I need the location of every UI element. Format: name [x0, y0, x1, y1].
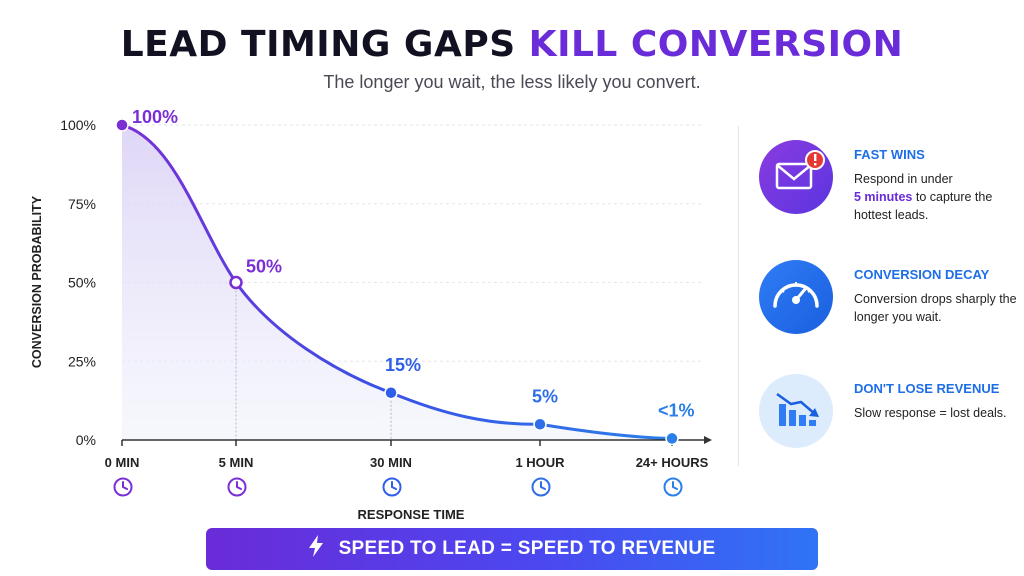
- conversion-chart: 100% 75% 50% 25% 0% 0 MIN 5 MIN 30 MIN 1 HOUR 24…: [30, 107, 712, 522]
- data-point: [115, 118, 129, 132]
- data-point: [533, 417, 547, 431]
- fast-wins-card: FAST WINS Respond in under 5 minutes to c…: [759, 140, 1019, 222]
- y-tick-label: 75%: [68, 196, 96, 212]
- conversion-decay-card: CONVERSION DECAY Conversion drops sharpl…: [759, 260, 1019, 340]
- y-tick-label: 25%: [68, 353, 96, 369]
- x-tick-label: 0 MIN: [105, 455, 140, 470]
- card-title: CONVERSION DECAY: [854, 267, 990, 282]
- data-label: 50%: [246, 257, 282, 277]
- y-tick-label: 0%: [76, 432, 96, 448]
- data-point: [384, 386, 398, 400]
- card-body: Slow response = lost deals.: [854, 406, 1007, 420]
- data-point: [665, 431, 679, 446]
- card-highlight: 5 minutes: [854, 190, 913, 204]
- banner-text: SPEED TO LEAD = SPEED TO REVENUE: [338, 538, 716, 559]
- x-tick-label: 5 MIN: [219, 455, 254, 470]
- x-tick-label: 30 MIN: [370, 455, 412, 470]
- insights-panel: FAST WINS Respond in under 5 minutes to c…: [738, 126, 1019, 466]
- data-point: [229, 275, 243, 290]
- card-body: Conversion drops sharply the longer you …: [854, 292, 1017, 324]
- title-accent: KILL CONVERSION: [528, 24, 904, 65]
- series-line: [121, 123, 673, 440]
- lightning-bolt-icon: [308, 535, 323, 563]
- data-label: <1%: [658, 400, 695, 420]
- envelope-alert-icon: [759, 140, 833, 214]
- title-main: LEAD TIMING GAPS: [120, 24, 529, 65]
- card-body-text: Respond in under: [854, 172, 953, 186]
- clock-icon: [113, 477, 133, 497]
- data-label: 15%: [385, 355, 421, 375]
- clock-icon: [531, 477, 551, 497]
- y-tick-label: 50%: [68, 275, 96, 291]
- y-tick-label: 100%: [60, 117, 96, 133]
- card-title: FAST WINS: [854, 147, 925, 162]
- speedometer-icon: [759, 260, 833, 334]
- x-tick-label: 1 HOUR: [515, 455, 565, 470]
- dont-lose-revenue-card: DON'T LOSE REVENUE Slow response = lost …: [759, 374, 1019, 454]
- card-title: DON'T LOSE REVENUE: [854, 381, 1000, 396]
- x-tick-label: 24+ HOURS: [636, 455, 709, 470]
- chart-title: LEAD TIMING GAPS KILL CONVERSION: [0, 24, 1024, 65]
- clock-icon: [382, 477, 402, 497]
- clock-icon: [227, 477, 247, 497]
- cta-banner: SPEED TO LEAD = SPEED TO REVENUE: [206, 528, 818, 570]
- clock-icon: [663, 477, 683, 497]
- x-axis-label: RESPONSE TIME: [358, 507, 465, 522]
- card-body: Respond in under 5 minutes to capture the…: [854, 170, 1019, 224]
- chart-subtitle: The longer you wait, the less likely you…: [323, 72, 701, 92]
- declining-bars-icon: [759, 374, 833, 448]
- data-label: 5%: [532, 386, 558, 406]
- area-fill: [122, 125, 672, 440]
- y-axis-label: CONVERSION PROBABILITY: [30, 195, 44, 368]
- card-body-text-end: to capture the hottest leads.: [854, 190, 993, 222]
- data-label: 100%: [132, 107, 178, 127]
- x-axis-arrow: [704, 436, 712, 444]
